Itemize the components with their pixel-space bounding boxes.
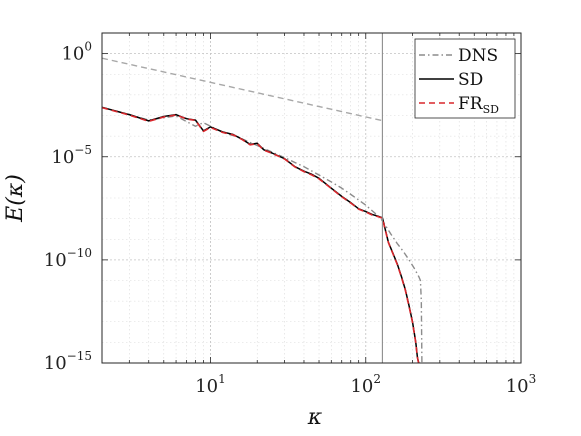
legend-label: FRSD — [458, 94, 499, 116]
legend-label: SD — [458, 70, 483, 90]
x-tick-label: 102 — [350, 372, 381, 397]
series-layer — [101, 33, 423, 364]
y-tick-label: 10−5 — [51, 143, 92, 168]
y-tick-label: 10−10 — [44, 246, 92, 271]
y-tick-label: 10−15 — [44, 349, 92, 374]
series-model-line — [101, 57, 384, 122]
tick-labels: 101 102 103 100 10−5 10−10 10−15 — [44, 40, 537, 397]
x-tick-label: 101 — [195, 372, 226, 397]
y-tick-label: 100 — [61, 40, 92, 65]
legend-label: DNS — [458, 46, 498, 66]
x-axis-label: κ — [307, 405, 323, 430]
x-tick-label: 103 — [506, 372, 537, 397]
legend: DNS SD FRSD — [414, 38, 516, 119]
series-fr-sd-line — [101, 106, 420, 364]
y-axis-label: E(κ) — [3, 174, 28, 223]
series-dns-line — [101, 106, 423, 364]
plot-frame — [101, 32, 522, 364]
series-sd-line — [101, 106, 420, 364]
axis-ticks — [101, 33, 522, 364]
